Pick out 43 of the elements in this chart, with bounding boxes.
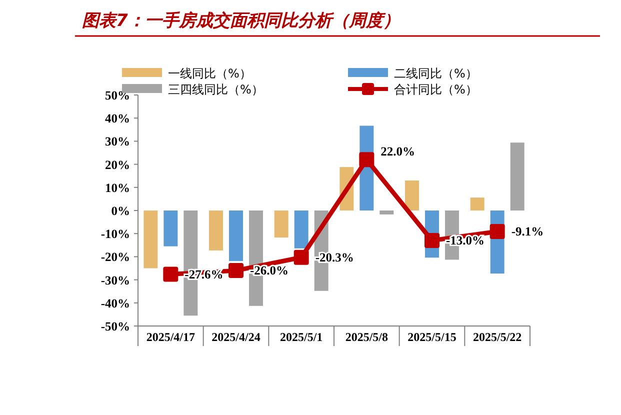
x-tick-label: 2025/5/8 xyxy=(345,330,388,344)
point xyxy=(294,250,309,265)
data-label: -20.3% xyxy=(315,250,354,264)
data-label: -9.1% xyxy=(511,224,544,239)
x-tick-label: 2025/5/15 xyxy=(408,330,456,344)
legend-label: 三四线同比（%） xyxy=(168,82,264,96)
legend-label: 一线同比（%） xyxy=(168,66,252,80)
bar xyxy=(209,210,223,250)
bar xyxy=(470,198,484,210)
x-tick-label: 2025/4/24 xyxy=(212,330,260,344)
bar xyxy=(294,210,308,248)
legend-label: 二线同比（%） xyxy=(394,66,478,80)
bar xyxy=(144,210,158,268)
bar xyxy=(164,210,178,246)
y-tick-label: 50% xyxy=(105,88,130,102)
y-tick-label: 40% xyxy=(105,112,130,126)
data-label: -26.0% xyxy=(250,264,289,278)
point xyxy=(228,263,244,278)
y-tick-label: 30% xyxy=(105,134,130,149)
data-label: 22.0% xyxy=(380,144,416,159)
y-tick-label: -30% xyxy=(100,273,130,288)
data-label: -13.0% xyxy=(446,234,485,248)
bar xyxy=(510,142,524,210)
bar xyxy=(274,210,288,238)
point xyxy=(490,224,505,240)
x-tick-label: 2025/4/17 xyxy=(146,330,196,344)
point xyxy=(359,152,374,168)
y-tick-label: -40% xyxy=(100,296,130,310)
x-tick-label: 2025/5/22 xyxy=(472,330,522,344)
x-tick-label: 2025/5/1 xyxy=(280,330,323,344)
y-tick-label: -20% xyxy=(100,250,130,264)
legend-label: 合计同比（%） xyxy=(394,82,478,96)
point xyxy=(163,266,178,282)
point xyxy=(424,233,440,248)
chart-title: 图表7：一手房成交面积同比分析（周度） xyxy=(82,11,400,31)
y-tick-label: -10% xyxy=(100,227,130,242)
bar xyxy=(380,210,394,214)
bar xyxy=(229,210,243,262)
y-tick-label: -50% xyxy=(100,320,130,334)
bar xyxy=(405,180,419,210)
y-tick-label: 10% xyxy=(105,180,130,195)
y-tick-label: 20% xyxy=(105,158,130,172)
y-tick-label: 0% xyxy=(111,204,130,218)
